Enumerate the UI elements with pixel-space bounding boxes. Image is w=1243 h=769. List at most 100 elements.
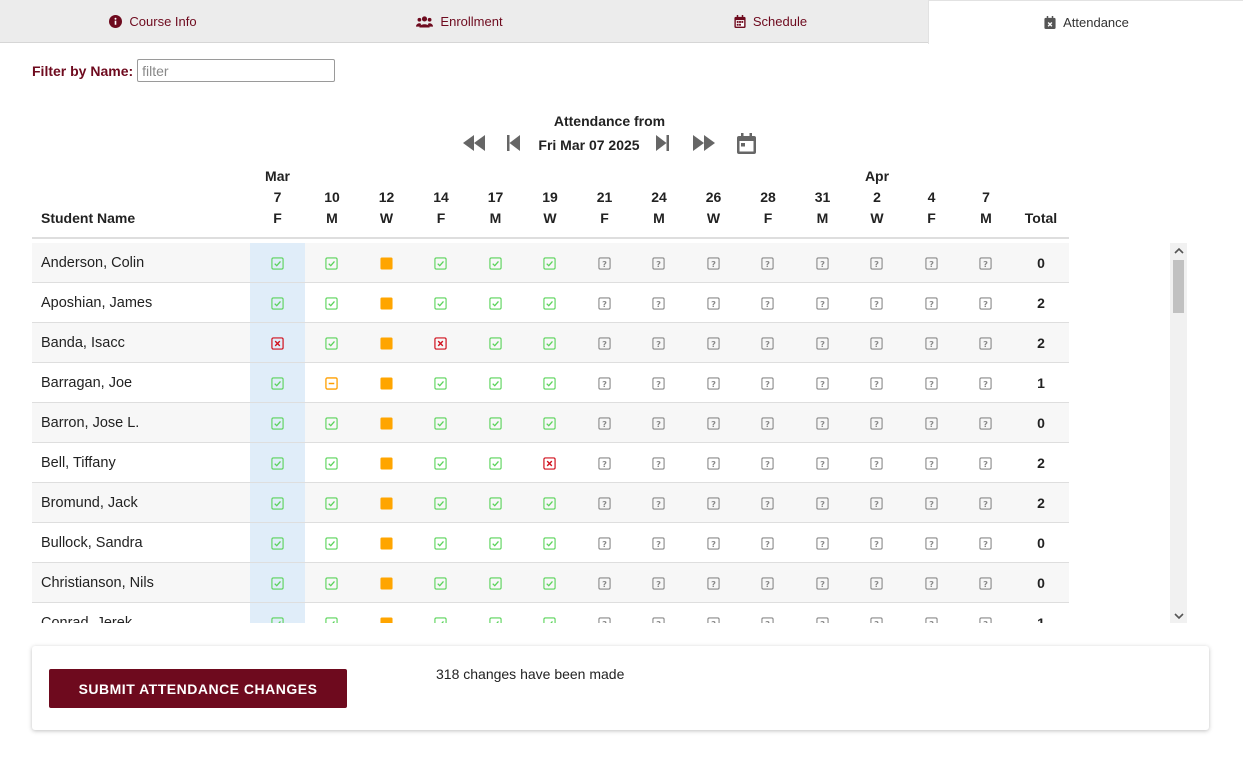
attendance-cell[interactable]: ? [686,562,741,603]
attendance-cell[interactable] [414,402,468,443]
attendance-cell[interactable] [468,442,523,483]
attendance-cell[interactable] [468,282,523,323]
holiday-block-icon[interactable] [379,577,394,591]
present-check-icon[interactable] [325,257,339,271]
present-check-icon[interactable] [543,337,557,351]
date-column-header[interactable]: Mar 7 F [250,166,305,239]
unknown-question-icon[interactable]: ? [706,617,721,623]
present-check-icon[interactable] [543,617,557,623]
present-check-icon[interactable] [270,577,285,591]
attendance-cell[interactable] [250,602,305,623]
holiday-block-icon[interactable] [379,497,394,511]
attendance-cell[interactable]: ? [959,282,1013,323]
attendance-cell[interactable] [468,322,523,363]
unknown-question-icon[interactable]: ? [979,457,993,471]
step-forward-icon[interactable] [654,133,670,153]
unknown-question-icon[interactable]: ? [652,617,666,623]
unknown-question-icon[interactable]: ? [652,257,666,271]
tab-enrollment[interactable]: Enrollment [306,0,613,43]
attendance-cell[interactable]: ? [904,402,959,443]
attendance-cell[interactable]: ? [741,522,795,563]
unknown-question-icon[interactable]: ? [815,297,830,311]
present-check-icon[interactable] [488,297,503,311]
attendance-cell[interactable] [468,402,523,443]
attendance-cell[interactable]: ? [904,602,959,623]
unknown-question-icon[interactable]: ? [761,377,775,391]
present-check-icon[interactable] [270,417,285,431]
unknown-question-icon[interactable]: ? [924,577,939,591]
attendance-cell[interactable] [414,282,468,323]
attendance-cell[interactable] [250,243,305,283]
unknown-question-icon[interactable]: ? [597,337,612,351]
attendance-cell[interactable]: ? [741,402,795,443]
fast-backward-icon[interactable] [462,133,486,153]
date-column-header[interactable]: 14 F [414,166,468,239]
present-check-icon[interactable] [543,537,557,551]
attendance-cell[interactable]: ? [904,282,959,323]
present-check-icon[interactable] [543,577,557,591]
attendance-cell[interactable]: ? [686,442,741,483]
unknown-question-icon[interactable]: ? [979,617,993,623]
attendance-cell[interactable]: ? [577,282,632,323]
present-check-icon[interactable] [488,537,503,551]
unknown-question-icon[interactable]: ? [924,497,939,511]
attendance-cell[interactable] [250,522,305,563]
attendance-cell[interactable]: ? [904,442,959,483]
attendance-cell[interactable]: ? [850,282,904,323]
unknown-question-icon[interactable]: ? [924,417,939,431]
unknown-question-icon[interactable]: ? [815,617,830,623]
attendance-cell[interactable]: ? [632,442,686,483]
unknown-question-icon[interactable]: ? [815,337,830,351]
attendance-cell[interactable]: ? [686,522,741,563]
present-check-icon[interactable] [325,497,339,511]
attendance-cell[interactable]: ? [959,402,1013,443]
present-check-icon[interactable] [325,297,339,311]
attendance-cell[interactable]: ? [795,243,850,283]
attendance-cell[interactable]: ? [686,243,741,283]
unknown-question-icon[interactable]: ? [924,257,939,271]
unknown-question-icon[interactable]: ? [761,297,775,311]
attendance-cell[interactable]: ? [904,482,959,523]
table-scrollbar[interactable] [1170,243,1187,623]
date-column-header[interactable]: 17 M [468,166,523,239]
unknown-question-icon[interactable]: ? [706,257,721,271]
attendance-cell[interactable]: ? [795,362,850,403]
present-check-icon[interactable] [434,497,448,511]
attendance-cell[interactable]: ? [686,282,741,323]
attendance-cell[interactable]: ? [577,562,632,603]
present-check-icon[interactable] [434,417,448,431]
present-check-icon[interactable] [325,417,339,431]
holiday-block-icon[interactable] [379,457,394,471]
unknown-question-icon[interactable]: ? [706,537,721,551]
attendance-cell[interactable]: ? [741,482,795,523]
attendance-cell[interactable] [414,243,468,283]
attendance-cell[interactable] [305,362,359,403]
unknown-question-icon[interactable]: ? [924,457,939,471]
holiday-block-icon[interactable] [379,297,394,311]
holiday-block-icon[interactable] [379,617,394,623]
unknown-question-icon[interactable]: ? [870,537,884,551]
unknown-question-icon[interactable]: ? [870,417,884,431]
unknown-question-icon[interactable]: ? [870,577,884,591]
present-check-icon[interactable] [325,457,339,471]
attendance-cell[interactable] [305,482,359,523]
holiday-block-icon[interactable] [379,537,394,551]
attendance-cell[interactable]: ? [577,602,632,623]
date-column-header[interactable]: Apr 2 W [850,166,904,239]
attendance-cell[interactable]: ? [577,442,632,483]
unknown-question-icon[interactable]: ? [652,417,666,431]
unknown-question-icon[interactable]: ? [815,457,830,471]
present-check-icon[interactable] [270,617,285,623]
absent-x-icon[interactable] [270,336,285,351]
attendance-cell[interactable] [305,562,359,603]
unknown-question-icon[interactable]: ? [761,617,775,623]
unknown-question-icon[interactable]: ? [979,257,993,271]
attendance-cell[interactable]: ? [795,602,850,623]
present-check-icon[interactable] [488,377,503,391]
unknown-question-icon[interactable]: ? [815,377,830,391]
present-check-icon[interactable] [325,537,339,551]
attendance-cell[interactable]: ? [959,243,1013,283]
present-check-icon[interactable] [270,257,285,271]
unknown-question-icon[interactable]: ? [761,417,775,431]
attendance-cell[interactable]: ? [632,602,686,623]
